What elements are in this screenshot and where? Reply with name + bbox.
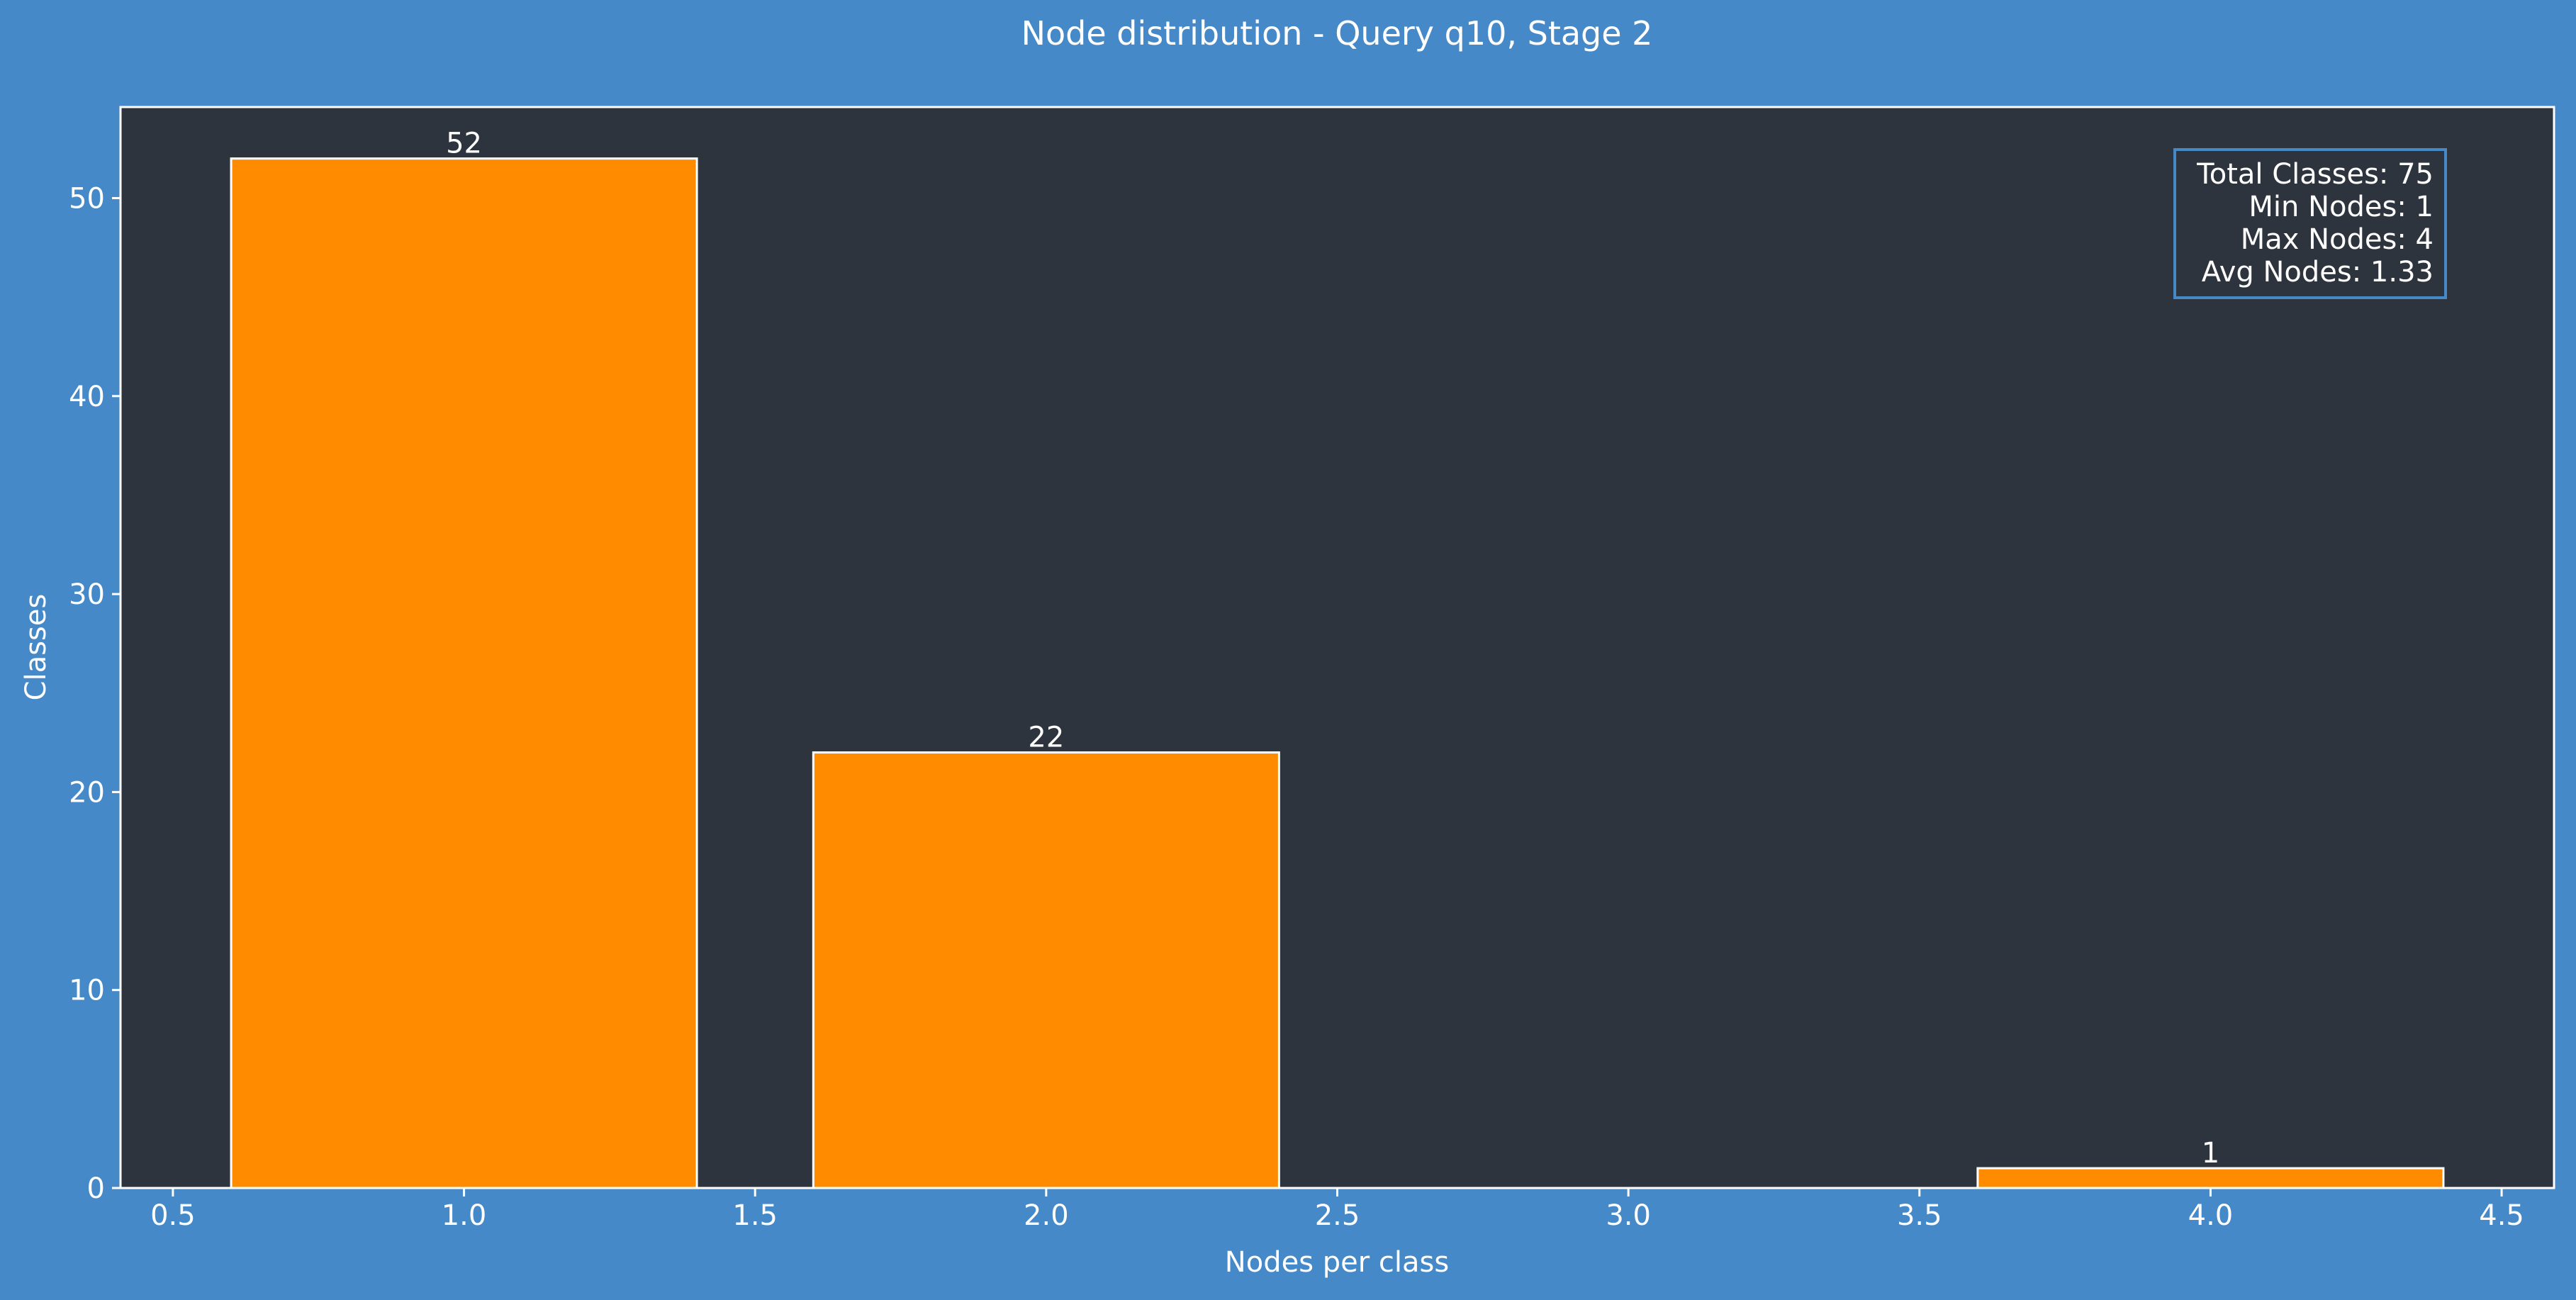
- data-label: 22: [1028, 722, 1064, 754]
- stats-line-avg-nodes: Avg Nodes: 1.33: [2202, 256, 2434, 288]
- x-tick-label: 2.0: [1024, 1199, 1069, 1232]
- stats-box-frame: [2173, 148, 2447, 299]
- stats-line-total-classes: Total Classes: 75: [2196, 158, 2434, 191]
- y-tick-label: 0: [87, 1172, 105, 1205]
- x-tick-label: 0.5: [150, 1199, 196, 1232]
- data-label: 1: [2202, 1137, 2219, 1170]
- y-tick-label: 40: [69, 381, 105, 413]
- bar: [812, 751, 1280, 1189]
- x-tick-label: 2.5: [1315, 1199, 1360, 1232]
- y-tick-label: 10: [69, 975, 105, 1007]
- x-tick-label: 4.5: [2479, 1199, 2524, 1232]
- data-label: 52: [446, 128, 482, 160]
- y-tick-label: 50: [69, 182, 105, 215]
- x-tick-label: 1.5: [732, 1199, 778, 1232]
- stats-line-max-nodes: Max Nodes: 4: [2241, 223, 2434, 256]
- x-axis-label: Nodes per class: [1225, 1246, 1449, 1279]
- x-tick-label: 3.5: [1897, 1199, 1942, 1232]
- y-axis-label: Classes: [20, 594, 52, 701]
- bars-layer: [230, 157, 2445, 1189]
- x-tick-label: 1.0: [442, 1199, 487, 1232]
- stats-box: Total Classes: 75 Min Nodes: 1 Max Nodes…: [2173, 148, 2447, 299]
- stats-line-min-nodes: Min Nodes: 1: [2249, 191, 2434, 223]
- x-tick-label: 4.0: [2188, 1199, 2234, 1232]
- y-tick-label: 30: [69, 578, 105, 611]
- data-labels-layer: 52 22 1: [446, 128, 2219, 1170]
- y-tick-label: 20: [69, 776, 105, 809]
- chart-title: Node distribution - Query q10, Stage 2: [1021, 14, 1653, 52]
- y-axis-ticks: 0 10 20 30 40 50: [69, 182, 121, 1205]
- bar: [230, 157, 698, 1189]
- x-tick-label: 3.0: [1606, 1199, 1651, 1232]
- x-axis-ticks: 0.5 1.0 1.5 2.0 2.5 3.0 3.5 4.0 4.5: [150, 1188, 2524, 1232]
- bar: [1976, 1167, 2445, 1189]
